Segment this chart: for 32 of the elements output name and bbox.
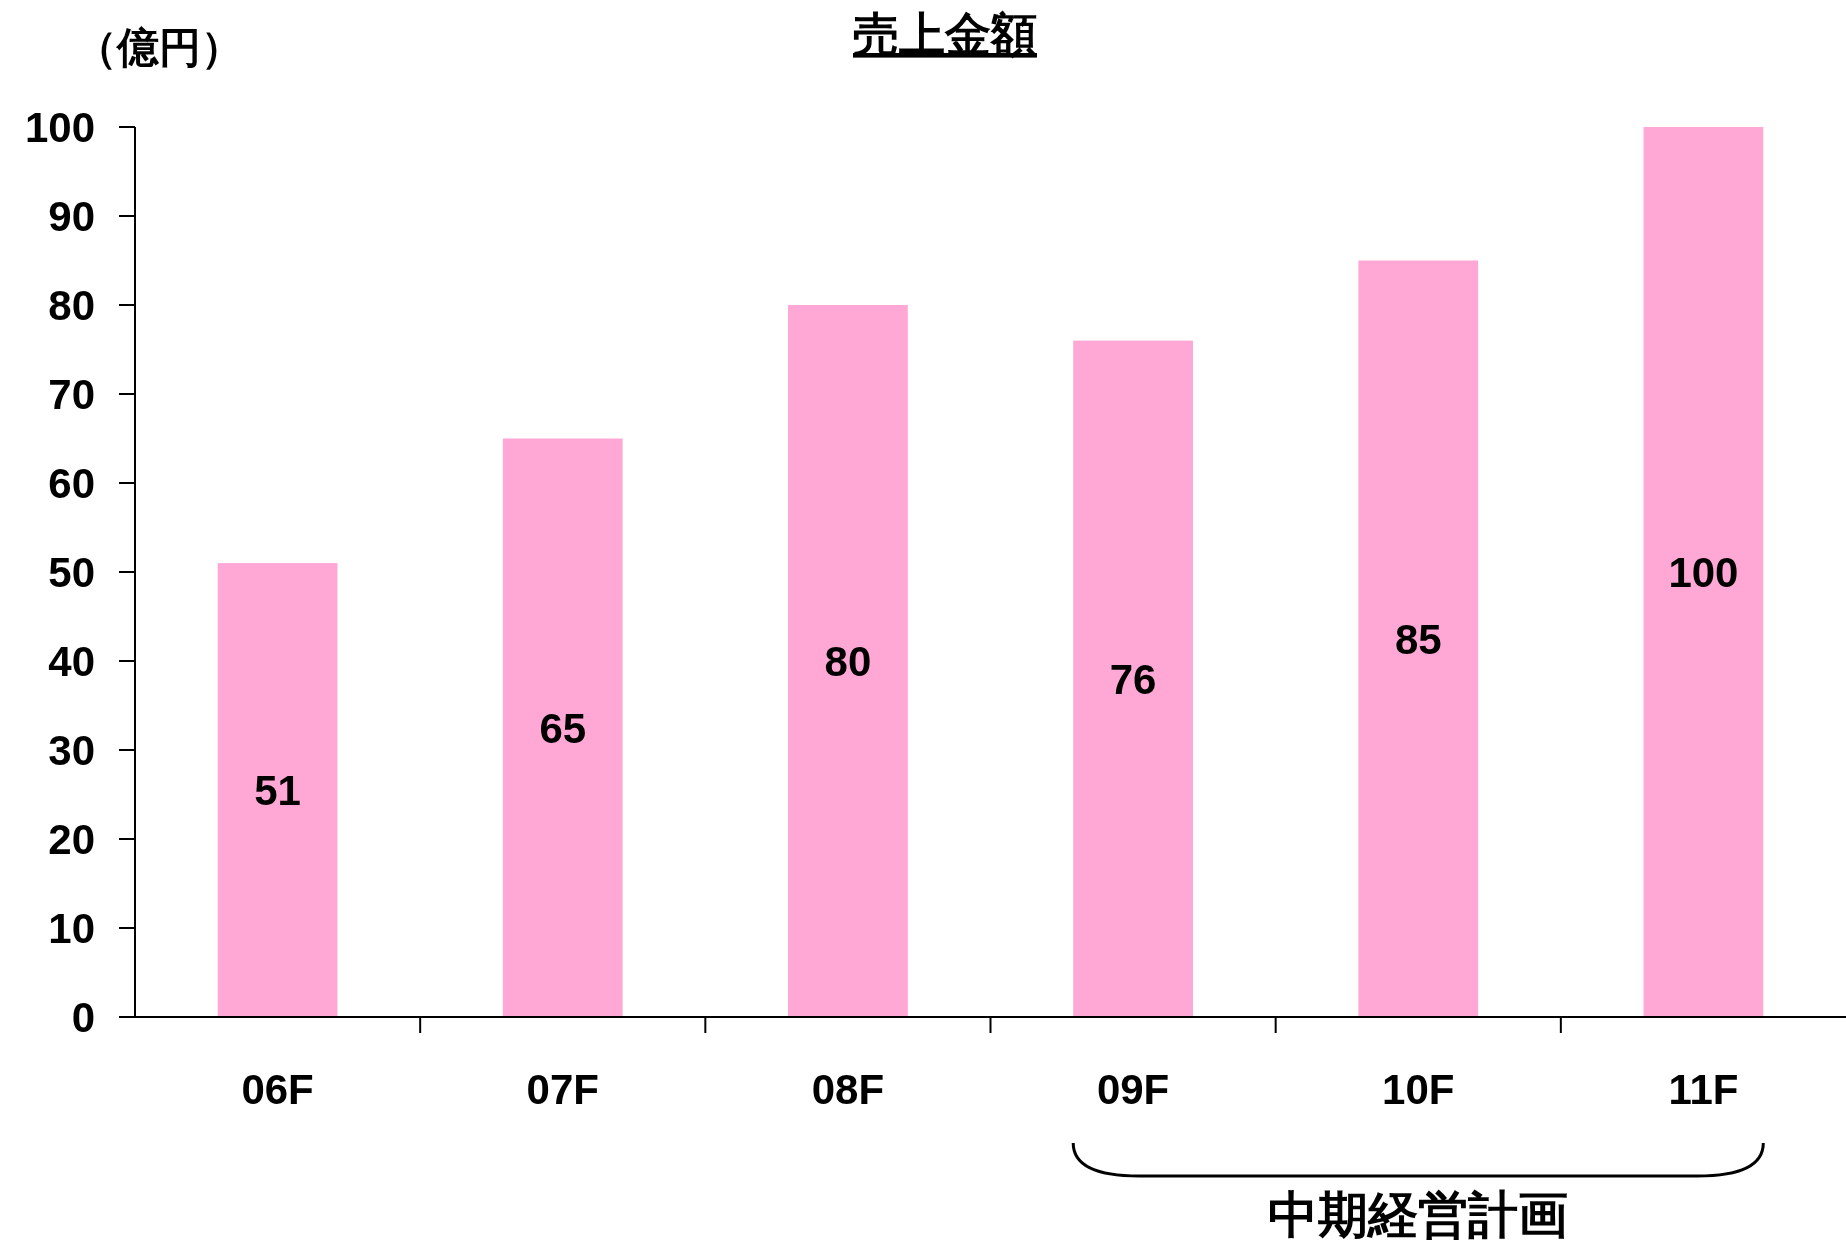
bar (788, 305, 908, 1017)
data-label: 65 (539, 704, 587, 752)
data-label: 76 (1109, 655, 1157, 703)
chart-title: 売上金額 (853, 8, 1037, 60)
y-tick-label: 60 (48, 460, 95, 507)
x-tick-label: 09F (1096, 1066, 1170, 1113)
data-label: 80 (824, 638, 872, 685)
y-tick-label: 40 (48, 638, 95, 685)
text: 中期経営計画 (1268, 1187, 1569, 1243)
data-label: 51 (254, 767, 301, 815)
x-tick-label: 11F (1668, 1066, 1739, 1113)
x-tick-label: 06F (241, 1066, 314, 1113)
y-tick-label: 80 (48, 282, 95, 329)
bar (217, 563, 338, 1017)
bar (1643, 127, 1764, 1017)
y-tick-label: 70 (48, 371, 95, 418)
bar (502, 438, 623, 1017)
bar (1073, 340, 1193, 1017)
y-tick-label: 0 (71, 994, 95, 1041)
x-tick-label: 10F (1382, 1066, 1455, 1113)
y-tick-label: 100 (24, 104, 95, 151)
y-tick-label: 10 (48, 905, 95, 952)
data-label: 85 (1394, 615, 1442, 663)
x-tick-label: 07F (526, 1066, 599, 1113)
data-label: 100 (1668, 549, 1739, 596)
y-axis-title: （億円） (75, 24, 243, 71)
y-tick-label: 50 (48, 549, 95, 596)
x-tick-label: 08F (811, 1066, 885, 1113)
y-tick-label: 30 (48, 727, 95, 774)
bar (1358, 260, 1479, 1017)
y-tick-label: 90 (48, 193, 95, 240)
y-tick-label: 20 (48, 816, 95, 863)
